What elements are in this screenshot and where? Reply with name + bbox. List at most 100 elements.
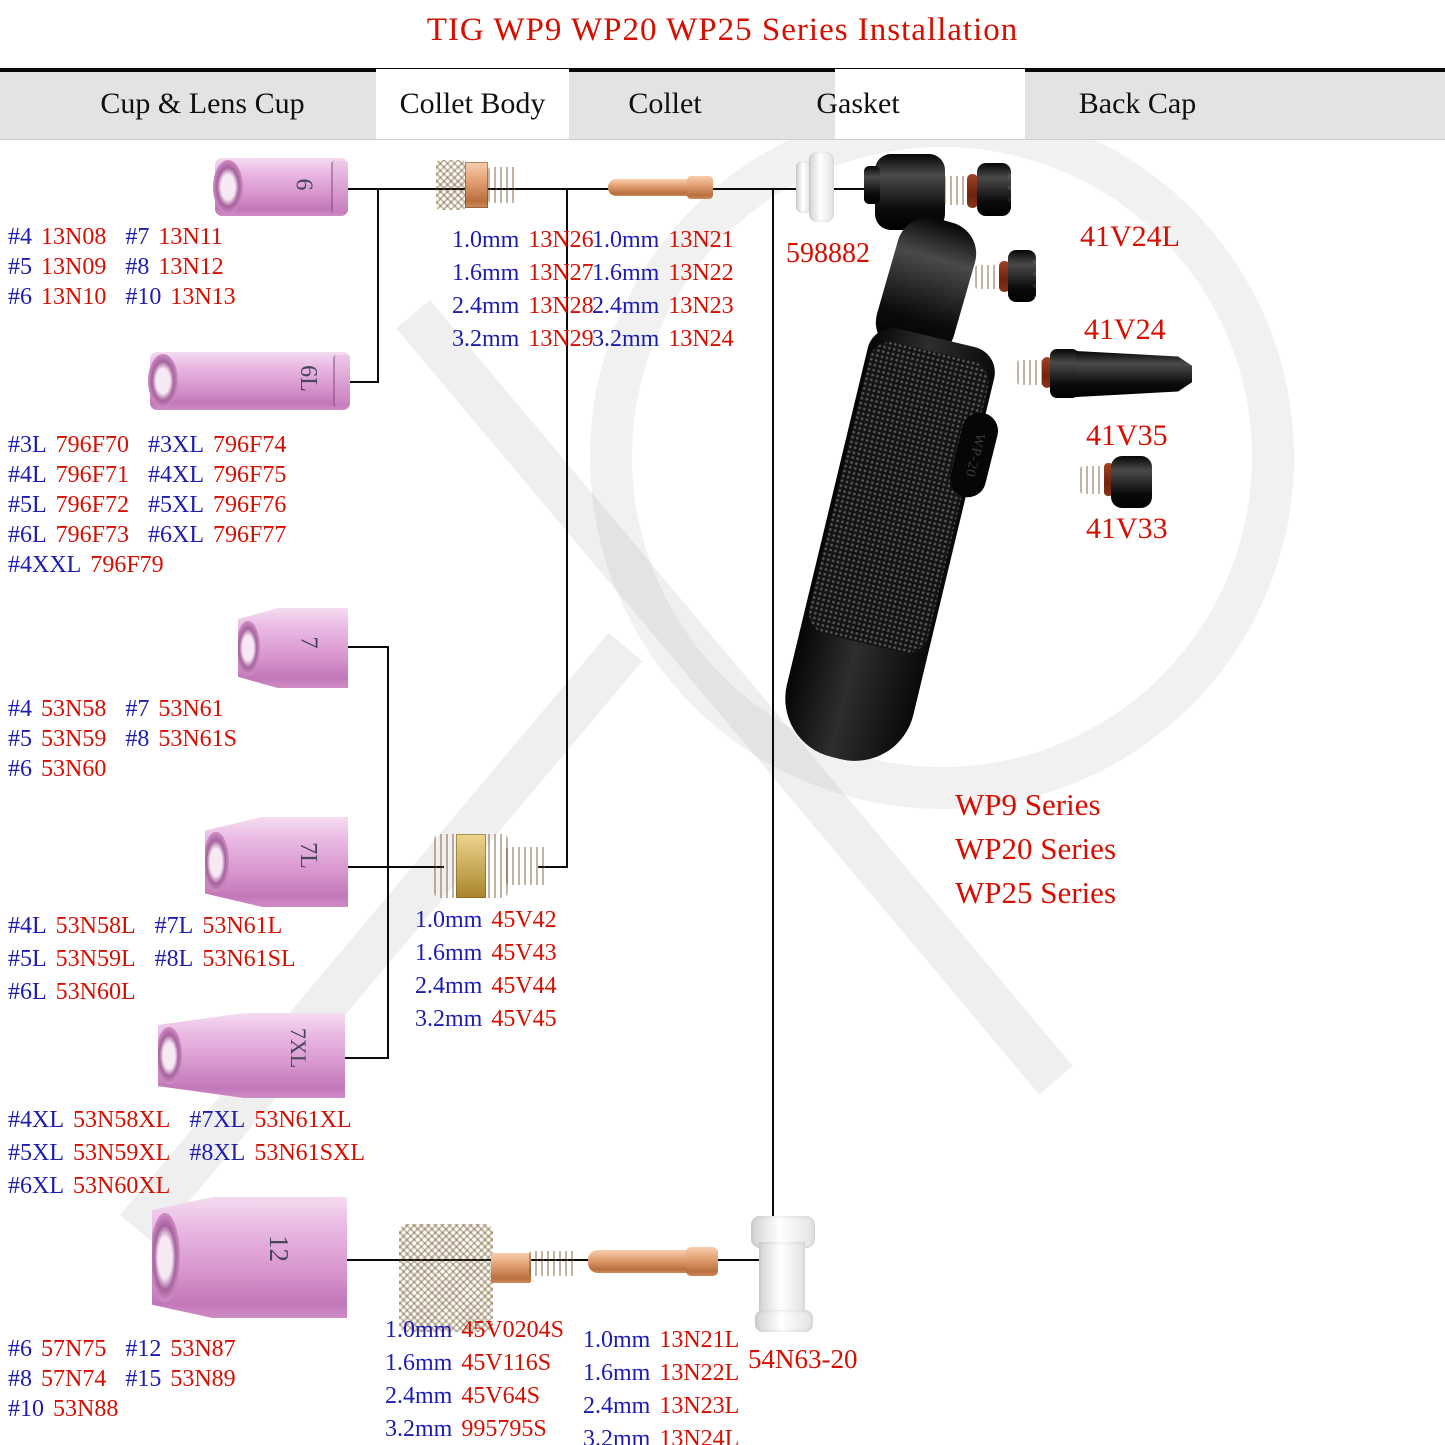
part-number: 45V64S	[461, 1383, 541, 1409]
part-number: 53N59L	[55, 946, 136, 972]
size-label: #7XL	[189, 1107, 246, 1133]
large-gas-lens-tip	[529, 1251, 575, 1276]
size-label: 3.2mm	[415, 1006, 483, 1032]
size-label: 3.2mm	[583, 1426, 651, 1445]
size-label: #8	[125, 254, 150, 280]
part-number: 53N87	[170, 1336, 236, 1362]
cup-6l-nozzle: 6L	[148, 352, 350, 410]
size-label: 2.4mm	[592, 293, 660, 319]
collet-long-size-list: 1.0mm 13N21L 1.6mm 13N22L 2.4mm 13N23L 3.2m…	[583, 1324, 739, 1445]
cup-opening	[205, 832, 229, 892]
gasket-ring	[796, 161, 811, 213]
part-list-line: #6L 796F73 #6XL 796F77	[8, 520, 286, 550]
part-number: 13N13	[170, 284, 236, 310]
back-cap-41v24-barrel	[1033, 248, 1377, 301]
size-label: #8L	[154, 946, 194, 972]
large-gas-lens-body	[399, 1224, 493, 1332]
part-list-line: #4 13N08 #7 13N11	[8, 222, 236, 252]
cup-opening	[238, 620, 260, 676]
back-cap-41v24l-barrel	[1007, 158, 1445, 216]
part-number: 796F79	[90, 552, 164, 578]
back-cap-41v33-stud	[1080, 466, 1107, 494]
part-number: 53N61SL	[202, 946, 296, 972]
size-label: #6L	[8, 522, 47, 548]
size-label: #4XL	[148, 462, 205, 488]
part-number: 53N61S	[158, 726, 238, 752]
collet-body-size-list: 1.0mm 13N26 1.6mm 13N27 2.4mm 13N28 3.2mm 13…	[452, 224, 594, 356]
part-number: 57N74	[41, 1366, 107, 1392]
size-label: #10	[8, 1396, 44, 1422]
part-number: 53N61SXL	[254, 1140, 365, 1166]
size-label: #5	[8, 726, 32, 752]
large-gas-lens-size-list: 1.0mm 45V0204S 1.6mm 45V116S 2.4mm 45V64S 3…	[385, 1314, 564, 1445]
part-list-line: #10 53N88	[8, 1394, 236, 1424]
part-number: 796F75	[213, 462, 287, 488]
part-list-line: #5XL 53N59XL #8XL 53N61SXL	[8, 1137, 365, 1170]
series-label: WP9 Series	[955, 787, 1101, 822]
cup7xl-part-list: #4XL 53N58XL #7XL 53N61XL #5XL 53N59XL #8XL 53…	[8, 1104, 365, 1203]
size-label: #8	[125, 726, 150, 752]
part-number: 995795S	[461, 1416, 547, 1442]
back-cap-41v35-taper	[1076, 351, 1192, 397]
part-list-line: #4 53N58 #7 53N61	[8, 694, 237, 724]
part-list-line: #5L 53N59L #8L 53N61SL	[8, 943, 296, 976]
back-cap-41v35-oring	[1042, 357, 1052, 388]
collet-body-hex	[465, 162, 488, 208]
size-label: 2.4mm	[583, 1393, 651, 1419]
gasket-waist	[759, 1242, 805, 1316]
size-label: #5XL	[8, 1140, 64, 1166]
part-number: 13N10	[41, 284, 107, 310]
size-label: #6	[8, 1336, 32, 1362]
size-label: #4L	[8, 913, 47, 939]
connector-line	[342, 1057, 389, 1059]
column-header-gasket: Gasket	[816, 87, 900, 120]
cup-size-mark: 6	[290, 178, 317, 191]
connector-line	[566, 188, 568, 868]
part-number: 45V116S	[461, 1350, 552, 1376]
size-label: 1.0mm	[385, 1317, 453, 1343]
gasket-part-number: 598882	[786, 238, 870, 269]
part-list-line: 2.4mm 45V44	[415, 970, 557, 1003]
size-label: #5L	[8, 492, 47, 518]
back-cap-41v24-collar	[1008, 250, 1036, 302]
part-list-line: 2.4mm 13N23	[592, 290, 734, 323]
series-label: WP20 Series	[955, 831, 1117, 866]
torch-oring	[967, 174, 978, 208]
connector-line	[344, 646, 389, 648]
cup6-part-list: #4 13N08 #7 13N11 #5 13N09 #8 13N12 #6 13N10 #10…	[8, 222, 236, 312]
part-number: 53N58L	[55, 913, 136, 939]
back-cap-41v35-collar	[1050, 349, 1079, 398]
part-number: 53N61L	[202, 913, 283, 939]
cup-6-nozzle: 6	[213, 158, 348, 216]
size-label: 1.0mm	[415, 907, 483, 933]
part-number: 45V43	[491, 940, 557, 966]
connector-line	[377, 188, 379, 383]
back-cap-41v33-label: 41V33	[1086, 512, 1168, 545]
cup-7xl-gas-lens-nozzle: 7XL	[158, 1013, 345, 1098]
size-label: 3.2mm	[592, 326, 660, 352]
size-label: #4L	[8, 462, 47, 488]
torch-head-tab	[864, 166, 880, 204]
size-label: #7L	[154, 913, 194, 939]
torch-series-list: WP9 Series WP20 Series WP25 Series	[955, 783, 1116, 915]
cup-opening	[148, 354, 178, 408]
part-number: 13N09	[41, 254, 107, 280]
cup-size-mark: 12	[264, 1235, 295, 1263]
gas-lens-size-list: 1.0mm 45V42 1.6mm 45V43 2.4mm 45V44 3.2mm 45…	[415, 904, 557, 1036]
part-number: 13N21	[668, 227, 734, 253]
part-list-line: #6 53N60	[8, 754, 237, 784]
size-label: #6XL	[8, 1173, 64, 1199]
part-list-line: 3.2mm 45V45	[415, 1003, 557, 1036]
size-label: #10	[125, 284, 162, 310]
gas-lens-stud	[506, 847, 546, 885]
back-cap-41v24-label: 41V24	[1084, 313, 1166, 346]
gasket-flange-bottom	[755, 1310, 813, 1332]
size-label: 2.4mm	[415, 973, 483, 999]
part-list-line: 3.2mm 13N24	[592, 323, 734, 356]
part-list-line: 1.0mm 45V0204S	[385, 1314, 564, 1347]
part-number: 53N59XL	[73, 1140, 171, 1166]
size-label: 1.6mm	[415, 940, 483, 966]
size-label: #5	[8, 254, 32, 280]
page-title: TIG WP9 WP20 WP25 Series Installation	[426, 12, 1019, 48]
